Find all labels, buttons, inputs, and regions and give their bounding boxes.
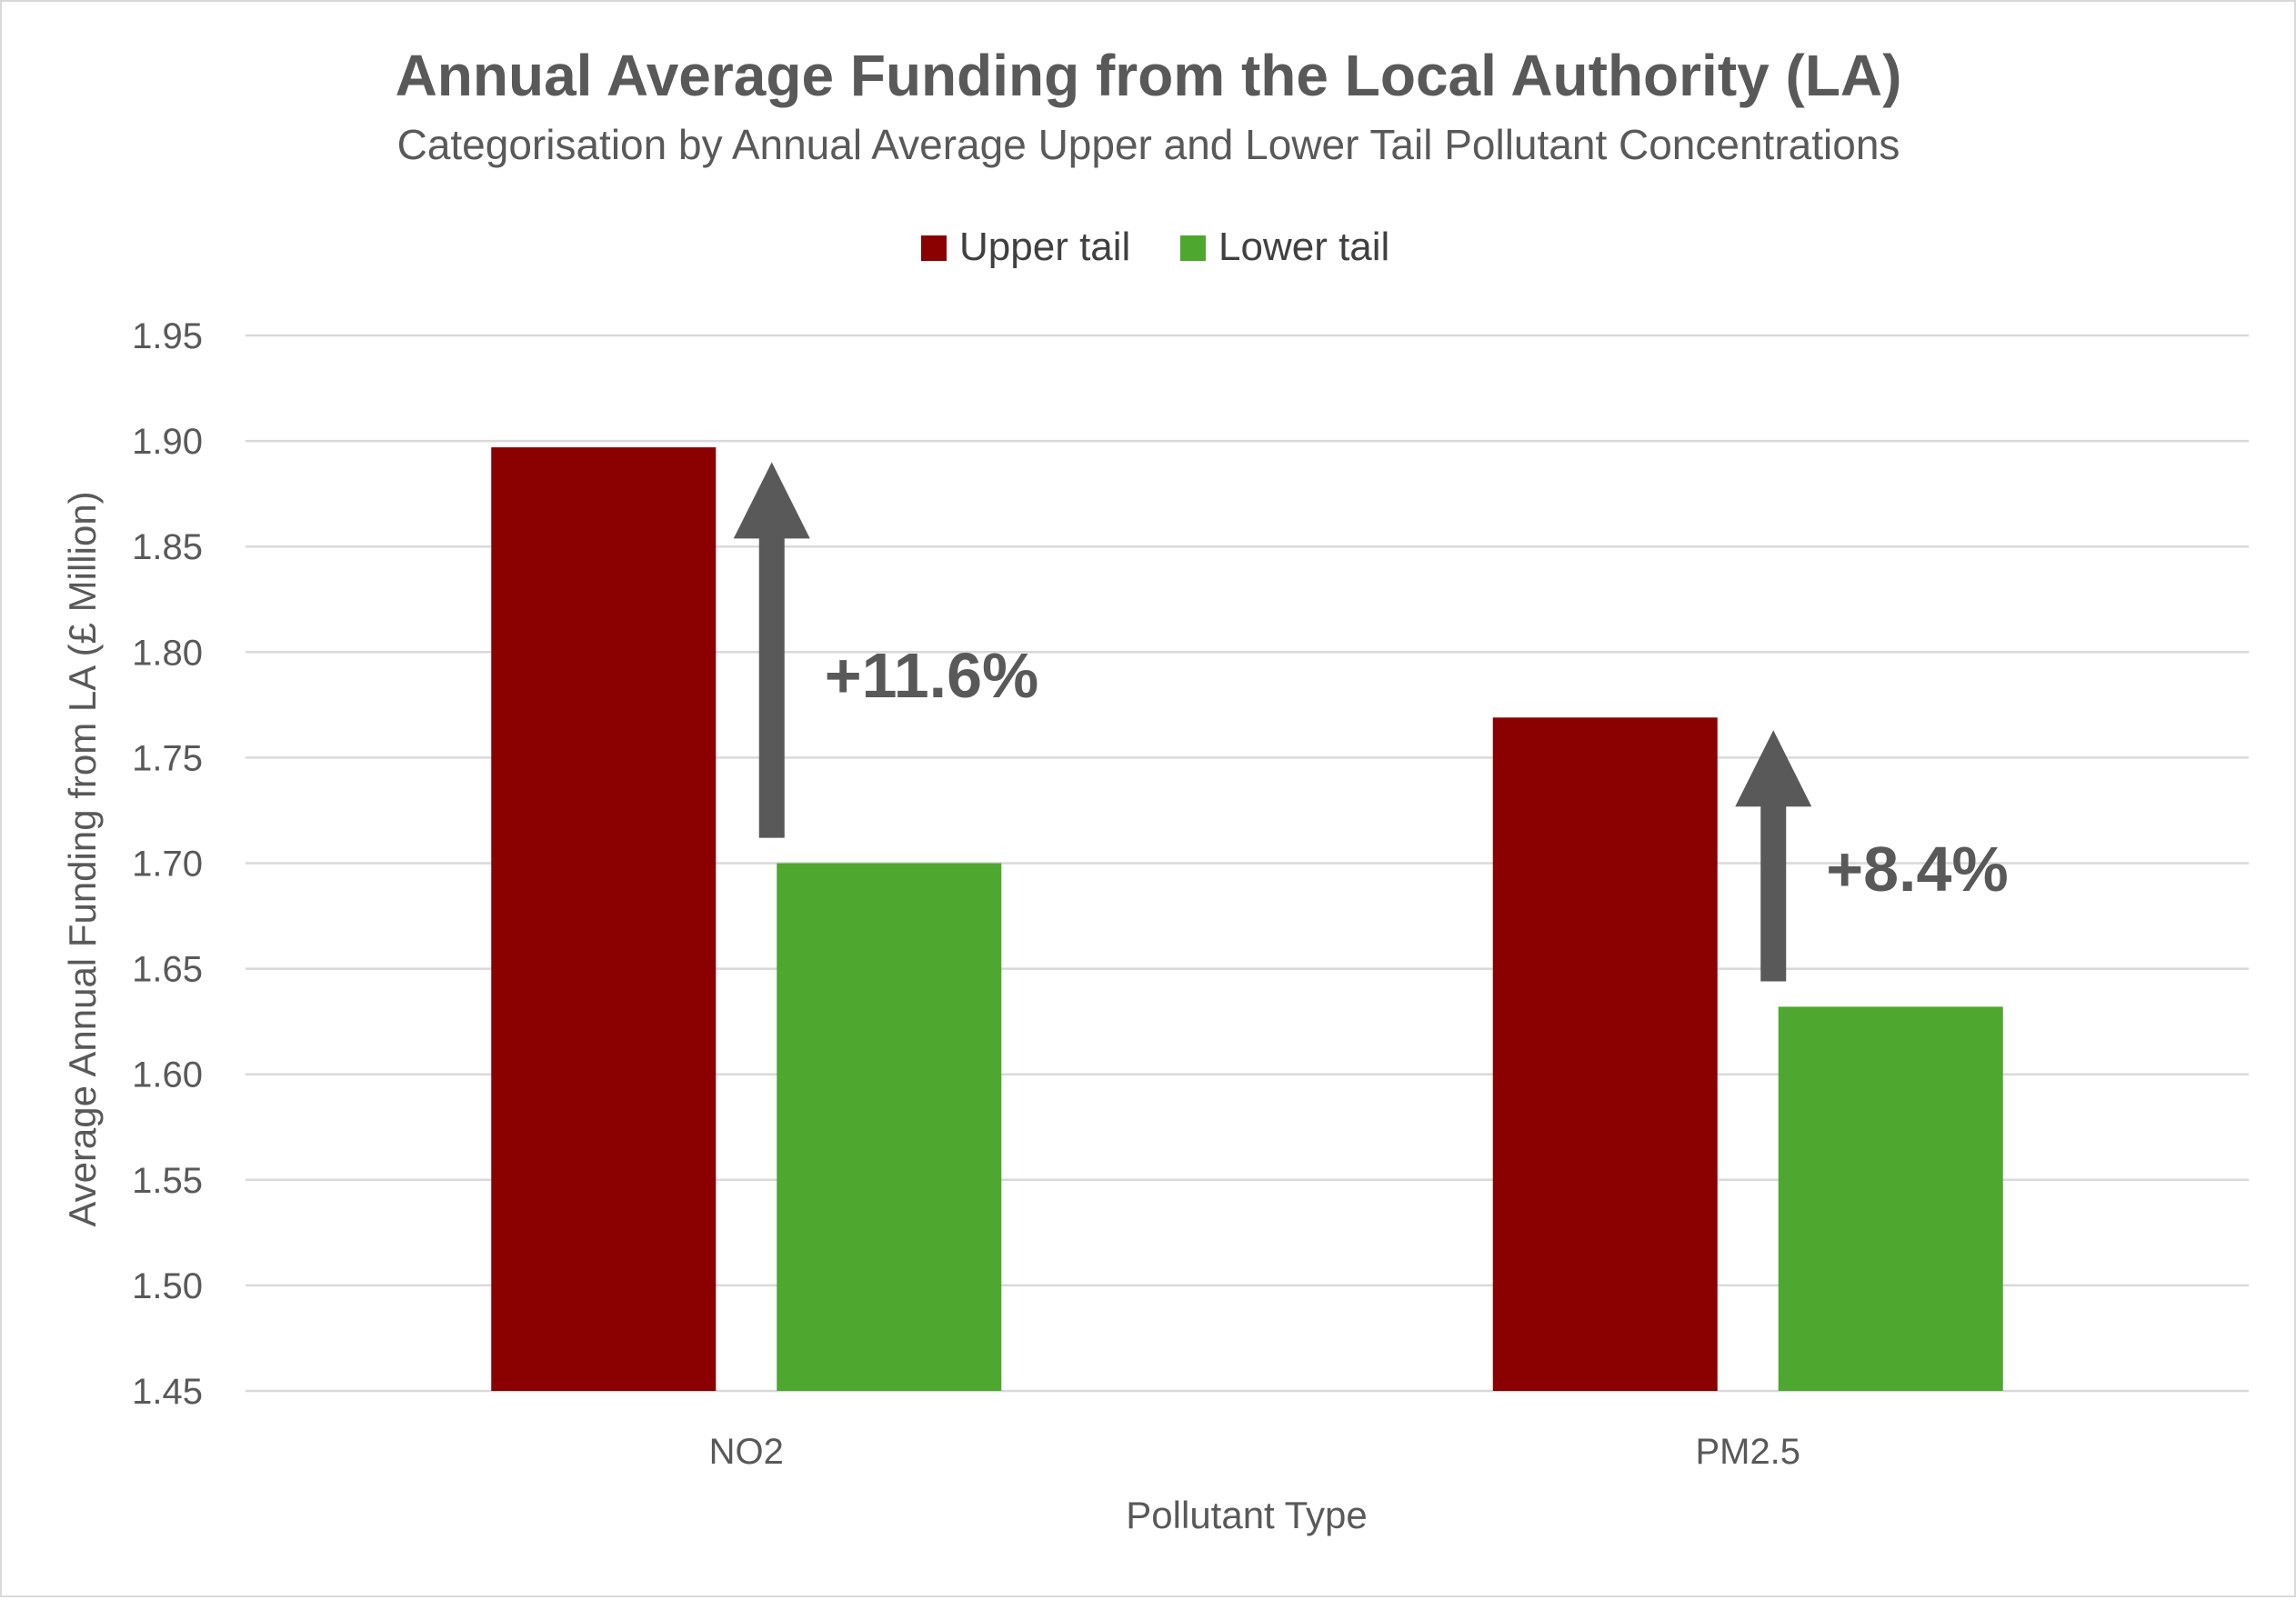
y-tick-label: 1.90 bbox=[132, 422, 203, 462]
legend-label: Lower tail bbox=[1218, 225, 1389, 269]
percent-increase-label: +11.6% bbox=[825, 640, 1039, 711]
y-tick-label: 1.80 bbox=[132, 633, 203, 673]
y-tick-label: 1.85 bbox=[132, 527, 203, 567]
y-axis-title: Average Annual Funding from LA (£ Millio… bbox=[61, 491, 104, 1226]
bar-upper-tail-pm25 bbox=[1492, 717, 1718, 1391]
y-tick-label: 1.50 bbox=[132, 1266, 203, 1306]
x-axis-title: Pollutant Type bbox=[1126, 1494, 1367, 1536]
increase-arrow-icon bbox=[733, 462, 810, 838]
y-tick-label: 1.55 bbox=[132, 1161, 203, 1201]
bar-lower-tail-pm25 bbox=[1778, 1006, 2003, 1391]
legend-label: Upper tail bbox=[959, 225, 1130, 269]
legend-swatch bbox=[921, 235, 947, 261]
legend-swatch bbox=[1180, 235, 1206, 261]
bars bbox=[491, 447, 2003, 1391]
chart-title: Annual Average Funding from the Local Au… bbox=[396, 43, 1902, 108]
increase-arrow-icon bbox=[1735, 730, 1812, 982]
y-tick-label: 1.60 bbox=[132, 1055, 203, 1095]
x-category-label: NO2 bbox=[709, 1432, 784, 1472]
bar-lower-tail-no2 bbox=[777, 863, 1002, 1391]
y-axis-ticks: 1.45 1.50 1.55 1.60 1.65 1.70 1.75 1.80 1.85 1.90… bbox=[132, 316, 203, 1412]
x-category-label: PM2.5 bbox=[1695, 1432, 1800, 1472]
y-tick-label: 1.75 bbox=[132, 738, 203, 778]
y-tick-label: 1.65 bbox=[132, 950, 203, 990]
chart-subtitle: Categorisation by Annual Average Upper a… bbox=[397, 121, 1900, 168]
bar-upper-tail-no2 bbox=[491, 447, 717, 1391]
legend: Upper tail Lower tail bbox=[921, 225, 1389, 269]
percent-increase-label: +8.4% bbox=[1826, 834, 2008, 905]
x-axis-categories: NO2 PM2.5 bbox=[709, 1432, 1800, 1472]
y-tick-label: 1.70 bbox=[132, 845, 203, 885]
y-tick-label: 1.45 bbox=[132, 1372, 203, 1412]
annotations: +11.6% +8.4% bbox=[733, 462, 2009, 982]
y-tick-label: 1.95 bbox=[132, 316, 203, 356]
